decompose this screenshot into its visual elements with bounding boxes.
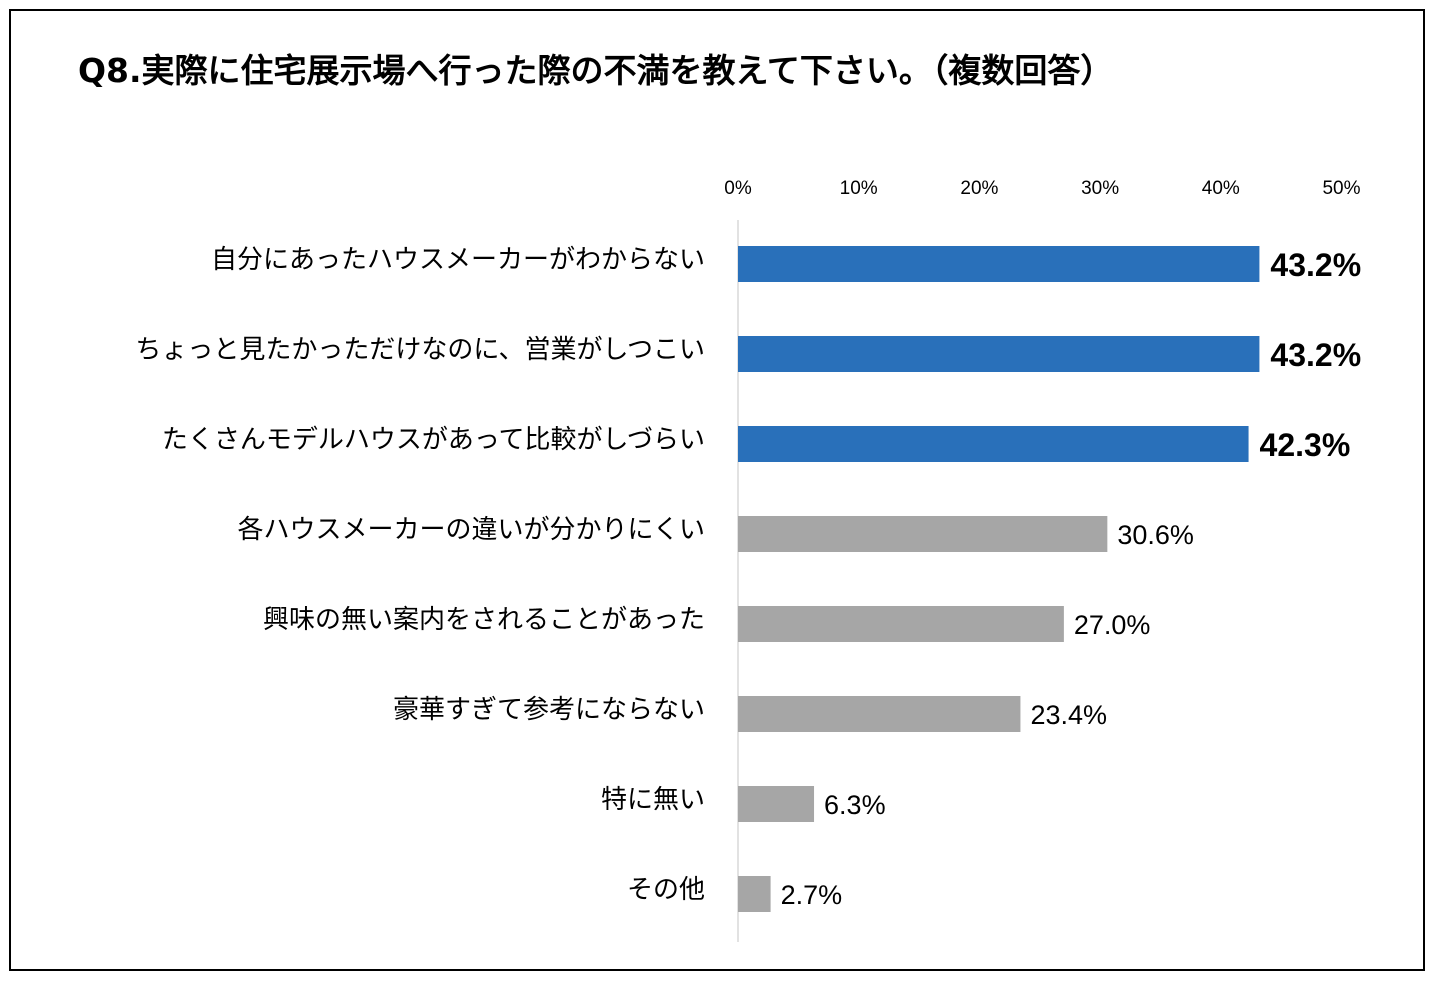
data-label: 30.6% [1117, 520, 1194, 550]
data-label: 43.2% [1270, 337, 1361, 373]
data-label: 6.3% [824, 790, 886, 820]
chart-frame [9, 9, 1425, 971]
data-label: 27.0% [1074, 610, 1151, 640]
data-label: 42.3% [1260, 427, 1351, 463]
bar [738, 426, 1249, 462]
bar [738, 246, 1260, 282]
bar [738, 516, 1108, 552]
x-tick-label: 50% [1322, 178, 1360, 199]
x-tick-label: 0% [724, 178, 752, 199]
bar [738, 336, 1260, 372]
bar [738, 606, 1064, 642]
x-tick-label: 40% [1202, 178, 1240, 199]
bar [738, 696, 1021, 732]
category-label: 各ハウスメーカーの違いが分かりにくい [238, 515, 705, 545]
bar [738, 786, 815, 822]
chart-title: Q8.実際に住宅展示場へ行った際の不満を教えて下さい。（複数回答） [78, 51, 1114, 90]
category-label: 興味の無い案内をされることがあった [263, 605, 705, 635]
x-tick-label: 10% [840, 178, 878, 199]
category-label: たくさんモデルハウスがあって比較がしづらい [162, 425, 705, 455]
data-label: 2.7% [781, 880, 843, 910]
x-tick-label: 30% [1081, 178, 1119, 199]
bar [738, 876, 771, 912]
data-label: 23.4% [1030, 700, 1107, 730]
category-label: 豪華すぎて参考にならない [393, 695, 705, 725]
data-label: 43.2% [1270, 247, 1361, 283]
category-label: その他 [627, 875, 705, 905]
category-label: 特に無い [601, 785, 705, 815]
x-tick-label: 20% [960, 178, 998, 199]
category-label: 自分にあったハウスメーカーがわからない [211, 245, 705, 275]
category-label: ちょっと見たかっただけなのに、営業がしつこい [135, 335, 705, 365]
